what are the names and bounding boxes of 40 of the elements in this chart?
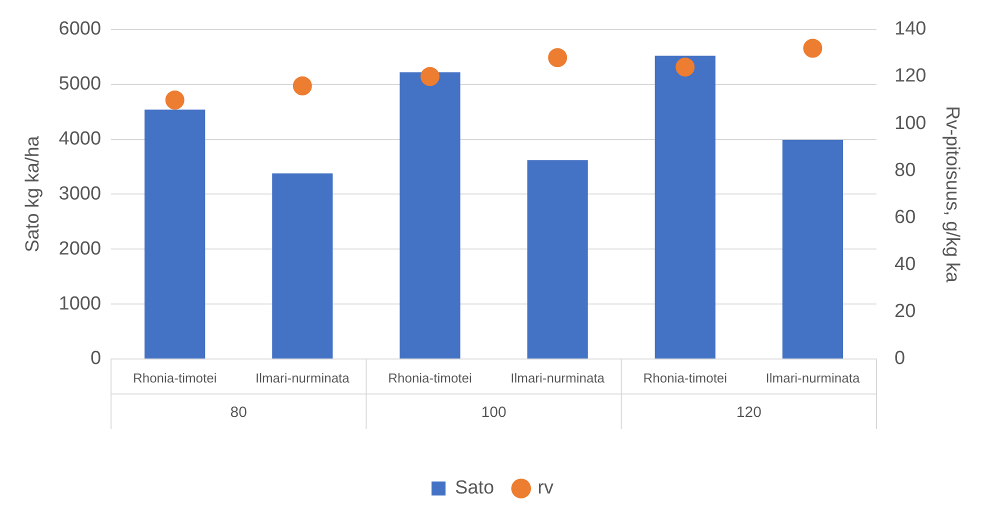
y-axis-title: Sato kg ka/ha	[22, 136, 44, 252]
y2-tick-label: 100	[894, 112, 926, 134]
x-tick-label: Rhonia-timotei	[388, 370, 472, 386]
x-tick-label: Rhonia-timotei	[643, 370, 728, 386]
legend-label: rv	[538, 478, 554, 499]
point	[803, 38, 822, 58]
y-tick-label: 3000	[58, 183, 102, 204]
y2-axis-title: Rv-pitoisuus, g/kg ka	[941, 106, 962, 283]
point	[292, 76, 312, 96]
y-tick-label: 4000	[58, 128, 102, 150]
point	[420, 66, 440, 86]
point	[676, 58, 695, 77]
y-tick-label: 6000	[58, 18, 102, 40]
bar	[144, 110, 206, 358]
legend-label: Sato	[455, 478, 494, 499]
bar	[272, 173, 333, 358]
y2-tick-label: 120	[894, 66, 926, 87]
point	[548, 48, 568, 68]
bar	[782, 140, 844, 358]
y-tick-label: 2000	[58, 238, 102, 260]
text: 100	[481, 404, 506, 422]
y2-tick-label: 140	[894, 18, 926, 40]
y2-tick-label: 80	[894, 160, 916, 181]
y2-tick-label: 0	[894, 348, 906, 370]
bar	[527, 160, 588, 358]
y-tick-label: 5000	[58, 74, 102, 95]
y-tick-label: 1000	[58, 293, 102, 314]
x-tick-label: Ilmari-nurminata	[766, 370, 860, 386]
y-tick-label: 0	[90, 348, 102, 370]
x-tick-label: Rhonia-timotei	[132, 370, 217, 386]
text: 80	[230, 404, 247, 422]
text: 120	[736, 404, 762, 422]
y2-tick-label: 60	[894, 206, 916, 228]
x-tick-label: Ilmari-nurminata	[255, 370, 350, 386]
point	[165, 90, 184, 110]
bar	[654, 56, 716, 358]
y2-tick-label: 20	[894, 301, 916, 322]
x-tick-label: Ilmari-nurminata	[510, 370, 606, 386]
y2-tick-label: 40	[894, 254, 916, 276]
bar	[400, 72, 460, 358]
